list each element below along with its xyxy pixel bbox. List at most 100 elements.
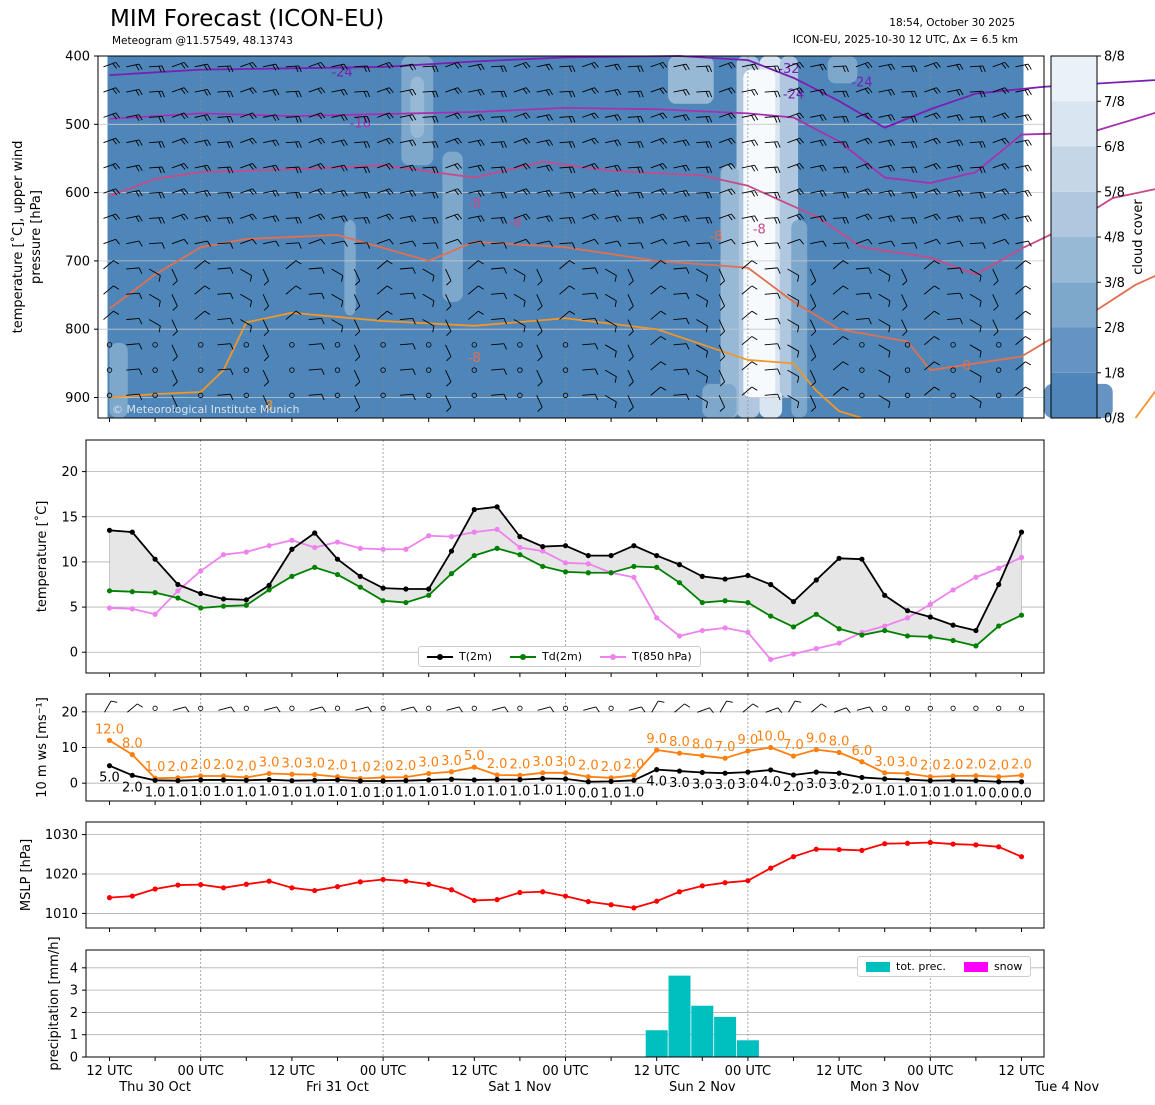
wind-barb-staff: [696, 268, 708, 276]
wind-barb-flag: [226, 65, 231, 73]
wind-barb-staff: [901, 217, 915, 219]
wind-barb-flag: [726, 700, 733, 703]
wind-barb-staff: [627, 65, 641, 68]
wind-barb-staff: [650, 336, 661, 346]
y-tick-label: 800: [65, 323, 90, 338]
wind-barb-flag: [522, 189, 528, 196]
wind-barb-flag: [842, 260, 849, 265]
wind-barb-flag: [628, 381, 634, 387]
wind-barb-flag: [522, 88, 528, 94]
wind-barb-flag: [137, 703, 143, 708]
wind-barb-flag: [777, 166, 781, 174]
wind-barb-flag: [545, 140, 550, 147]
wind-barb-flag: [138, 139, 143, 146]
wind-barb-staff: [787, 319, 799, 327]
isotherm-line: [1134, 390, 1155, 419]
mslp-point: [699, 883, 705, 889]
wind-barb-flag: [864, 88, 870, 94]
wind-barb-staff: [1015, 386, 1026, 396]
wind-barb-flag: [705, 217, 709, 224]
wind-barb-staff: [947, 88, 960, 93]
wind-barb-flag: [226, 192, 231, 199]
series-t850-point: [426, 533, 432, 539]
wind-barb-flag: [158, 217, 162, 224]
wind-barb-staff: [605, 215, 618, 219]
gust-value-label: 2.0: [327, 759, 348, 774]
wind-barb-staff: [969, 166, 983, 169]
wind-barb-staff: [171, 369, 178, 383]
wind-barb-flag: [662, 87, 668, 93]
wind-barb-staff: [628, 706, 642, 711]
wind-barb-flag: [343, 114, 348, 121]
series-td2m-point: [654, 564, 660, 570]
wind-barb-staff: [513, 319, 526, 327]
wind-barb-staff: [171, 238, 185, 245]
wind-barb-flag: [321, 318, 325, 325]
wind-barb-staff: [787, 238, 800, 245]
series-t2m-point: [996, 581, 1002, 588]
wind-barb-flag: [797, 325, 800, 333]
wind-barb-flag: [777, 318, 781, 325]
wind-barb-staff: [878, 240, 892, 245]
wind-barb-flag: [982, 91, 986, 98]
wind-barb-flag: [754, 215, 759, 222]
wind-barb-staff: [855, 213, 869, 219]
series-t2m-point: [562, 543, 569, 549]
wind-barb-flag: [480, 89, 485, 96]
wind-barb-flag: [888, 401, 891, 409]
wind-barb-staff: [308, 343, 322, 346]
wind-barb-flag: [203, 190, 208, 197]
wind-barb-flag: [1001, 139, 1007, 145]
wind-barb-flag: [914, 192, 918, 199]
wind-barb-staff: [947, 114, 960, 118]
wind-barb-flag: [435, 91, 439, 98]
wind-barb-flag: [614, 275, 617, 282]
gust-value-label: 2.0: [510, 757, 531, 772]
wind-barb-flag: [275, 164, 280, 171]
wind-barb-staff: [285, 65, 299, 68]
wind-barb-staff: [650, 285, 661, 295]
wind-barb-flag: [810, 381, 817, 387]
wind-barb-staff: [513, 293, 526, 302]
wind-barb-flag: [388, 163, 394, 169]
wind-barb-flag: [686, 292, 690, 300]
wind-barb-staff: [194, 240, 208, 245]
wind-barb-staff: [1015, 215, 1029, 219]
wind-barb-flag: [959, 139, 964, 146]
wind-barb-flag: [500, 167, 504, 174]
legend-t850-label: T(850 hPa): [632, 650, 692, 663]
wind-barb-flag: [135, 89, 140, 96]
series-t2m-point: [745, 572, 751, 579]
wind-barb-staff: [1015, 361, 1026, 371]
wind-barb-flag: [614, 351, 617, 358]
wind-barb-flag: [263, 381, 269, 387]
precip-bar: [645, 1030, 668, 1057]
wind-barb-flag: [572, 65, 576, 72]
wind-barb-flag: [887, 216, 892, 223]
wind-barb-staff: [809, 319, 817, 332]
wind-barb-staff: [582, 267, 596, 270]
gust-point: [198, 773, 204, 779]
wind-barb-flag: [317, 63, 323, 69]
wind-barb-flag: [845, 242, 849, 249]
wind-barb-flag: [777, 217, 781, 224]
wind-speed-value-label: 3.0: [829, 778, 850, 793]
wind-barb-staff: [536, 114, 550, 118]
wind-barb-flag: [910, 217, 915, 224]
mslp-point: [1018, 854, 1025, 860]
wind-barb-flag: [659, 214, 665, 221]
wind-calm-marker: [996, 392, 1002, 399]
wind-barb-staff: [947, 317, 961, 320]
wind-barb-flag: [662, 163, 668, 169]
gust-point: [312, 772, 318, 778]
wind-barb-flag: [799, 87, 805, 93]
wind-barb-staff: [559, 310, 570, 320]
wind-barb-flag: [594, 137, 599, 144]
wind-barb-flag: [933, 88, 938, 94]
wind-barb-flag: [682, 190, 687, 197]
mslp-point: [220, 885, 227, 891]
mslp-point: [631, 905, 637, 911]
series-td2m-point: [403, 599, 409, 606]
wind-barb-flag: [435, 166, 439, 174]
wind-barb-flag: [386, 260, 393, 265]
